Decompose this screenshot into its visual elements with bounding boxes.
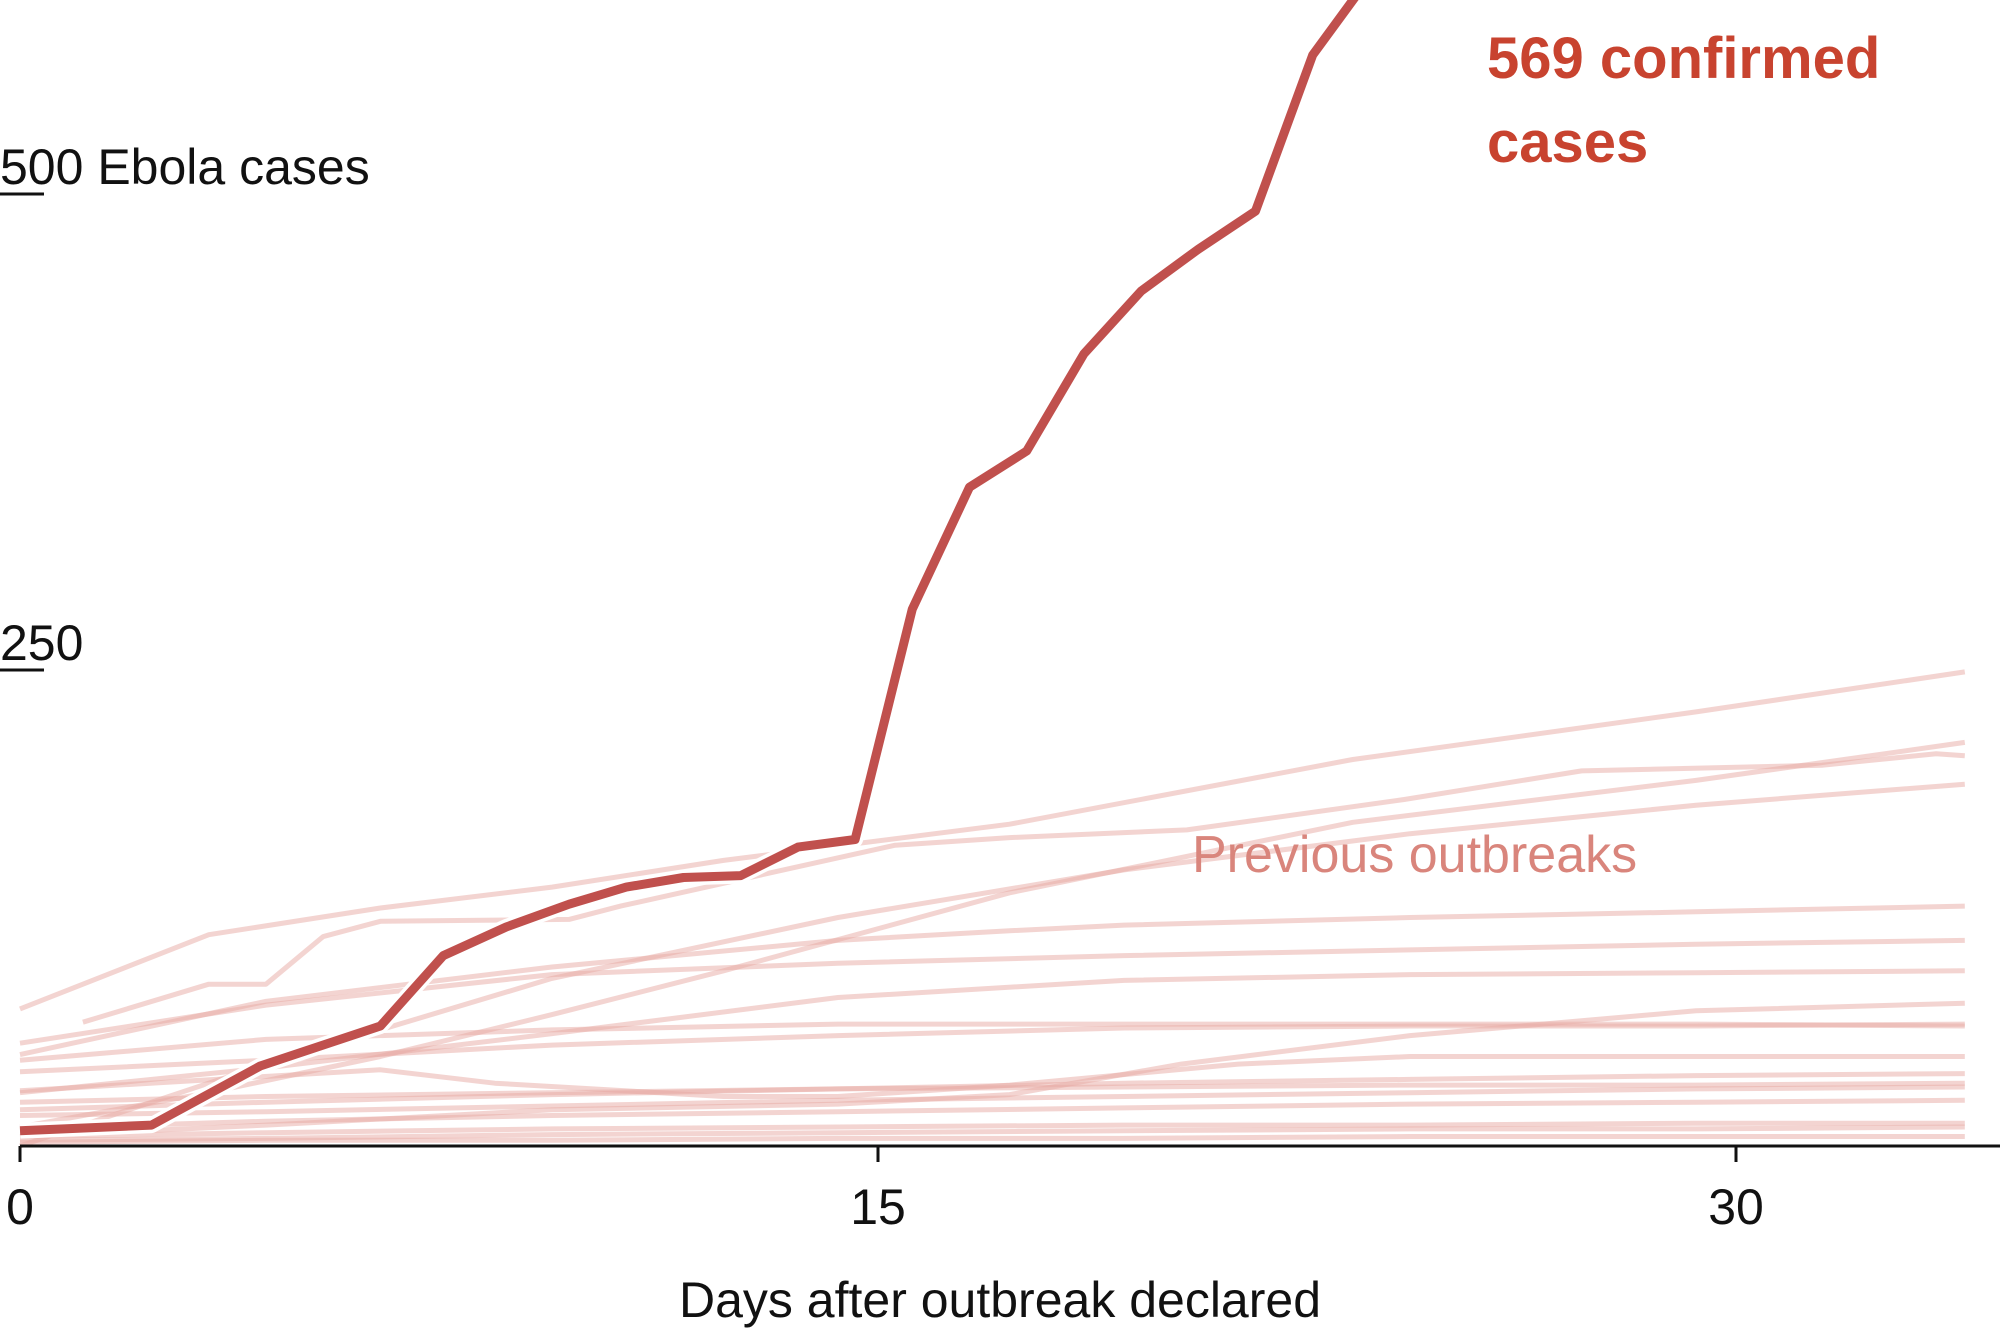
x-tick-label: 0 [6,1179,34,1235]
previous-outbreak-line [19,968,1965,1096]
previous-outbreak-line [82,751,1965,1025]
previous-outbreak-line [19,1124,1965,1143]
current-outbreak-annotation-line2: cases [1487,110,1648,175]
previous-outbreak-line [19,739,1966,1130]
label-layer: 0 15 30 250 500 Ebola cases Days after outbre… [0,26,1880,1328]
previous-outbreak-line [19,1120,1965,1139]
x-axis-title: Days after outbreak declared [679,1272,1321,1328]
previous-outbreak-line [19,1084,1965,1118]
previous-outbreak-line [19,1134,1965,1145]
current-outbreak-annotation-line1: 569 confirmed [1487,26,1880,91]
current-outbreak-layer [19,0,1363,1139]
y-tick-label: 250 [0,615,83,671]
previous-outbreak-line [19,937,1965,1046]
current-outbreak-line [19,0,1359,1136]
previous-outbreak-line [19,1097,1965,1132]
previous-outbreak-line [19,1021,1965,1075]
previous-outbreaks-annotation: Previous outbreaks [1192,826,1637,884]
previous-outbreak-line [19,1080,1965,1105]
x-tick-label: 15 [850,1179,906,1235]
x-tick-label: 30 [1708,1179,1764,1235]
previous-outbreaks-layer [19,669,1966,1149]
y-tick-label: 500 Ebola cases [0,139,370,195]
axis-layer [0,192,2000,1162]
previous-outbreak-line [19,903,1965,1058]
previous-outbreak-line [19,669,1966,1012]
